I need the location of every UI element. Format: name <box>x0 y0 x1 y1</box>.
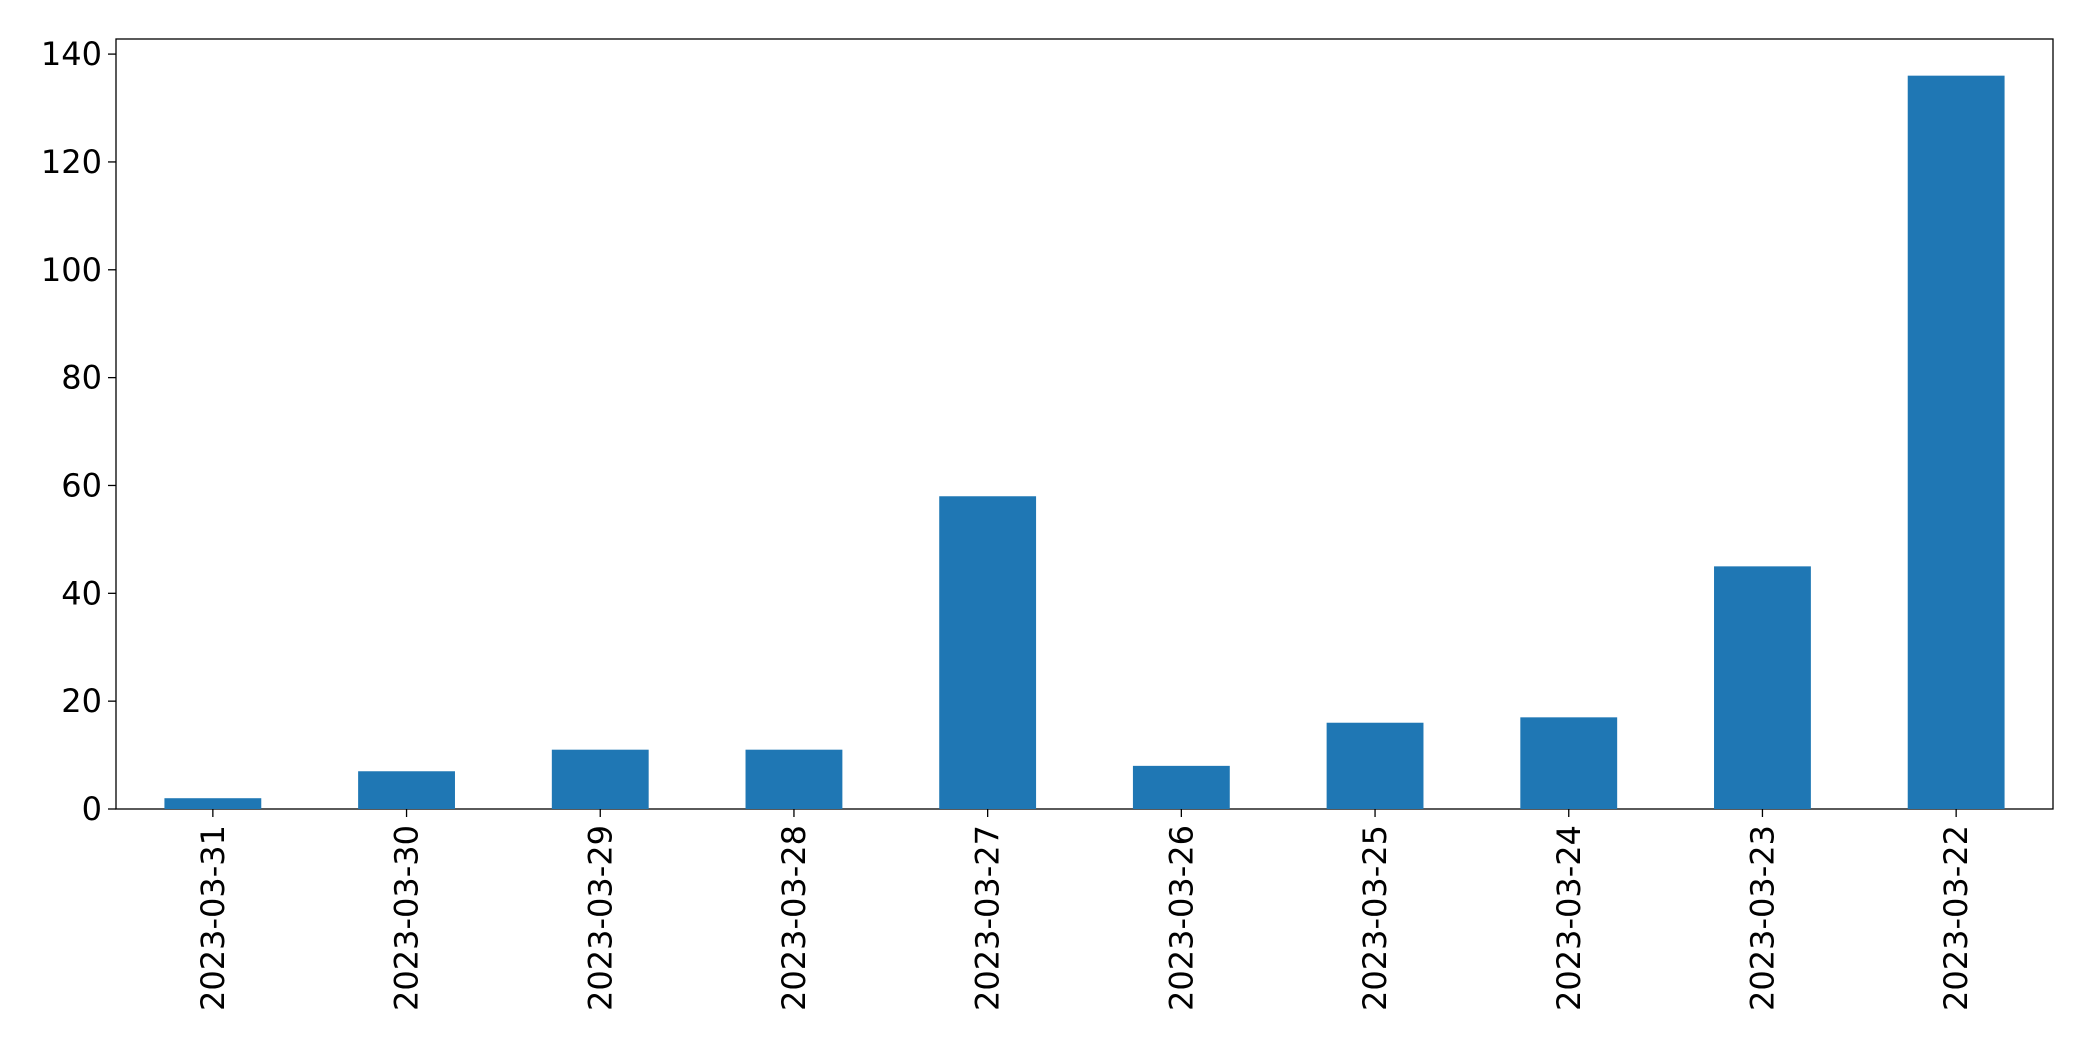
x-tick-label: 2023-03-25 <box>1356 825 1394 1011</box>
y-tick-label: 120 <box>41 143 102 181</box>
y-tick-label: 100 <box>41 251 102 289</box>
bar <box>1714 566 1811 809</box>
x-tick-label: 2023-03-24 <box>1550 825 1588 1011</box>
bar <box>745 749 843 809</box>
bar <box>164 798 262 809</box>
y-tick-label: 20 <box>61 682 102 720</box>
bar <box>1520 717 1618 809</box>
x-tick-label: 2023-03-31 <box>194 825 232 1011</box>
bar <box>358 771 455 809</box>
bar <box>1326 722 1424 809</box>
y-tick-label: 60 <box>61 466 102 504</box>
bar <box>939 496 1037 809</box>
y-tick-label: 140 <box>41 35 102 73</box>
x-tick-label: 2023-03-23 <box>1743 825 1781 1011</box>
bar <box>1907 75 2005 809</box>
x-tick-label: 2023-03-30 <box>388 825 426 1011</box>
bar <box>1132 765 1230 809</box>
bar <box>551 749 649 809</box>
y-tick-label: 0 <box>82 790 102 828</box>
x-tick-label: 2023-03-22 <box>1937 825 1975 1011</box>
plot-frame <box>115 38 2054 810</box>
y-tick-label: 80 <box>61 359 102 397</box>
x-tick-label: 2023-03-29 <box>581 825 619 1011</box>
x-tick-label: 2023-03-28 <box>775 825 813 1011</box>
x-tick-label: 2023-03-26 <box>1162 825 1200 1011</box>
x-tick-label: 2023-03-27 <box>969 825 1007 1011</box>
y-tick-label: 40 <box>61 574 102 612</box>
